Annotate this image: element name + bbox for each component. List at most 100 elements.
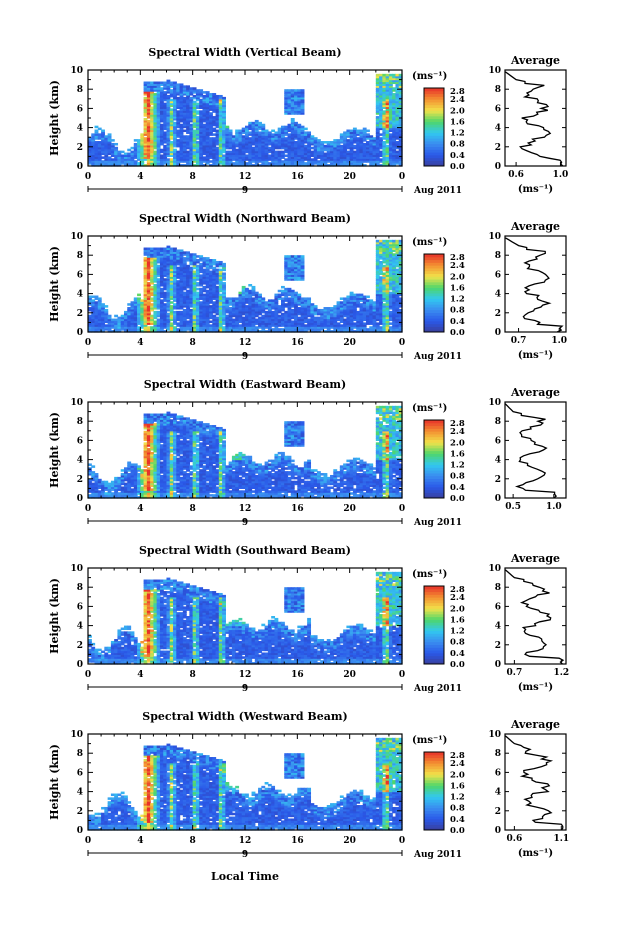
heatmap-cell [189, 131, 194, 134]
heatmap-cell [375, 108, 380, 111]
heatmap-cell [140, 137, 145, 140]
heatmap-cell [146, 104, 151, 108]
heatmap-cell [199, 162, 204, 165]
heatmap-cell [225, 310, 230, 314]
heatmap-cell [146, 299, 151, 302]
heatmap-cell [189, 303, 194, 306]
heatmap-cell [202, 322, 207, 325]
heatmap-cell [264, 158, 269, 161]
heatmap-cell [202, 144, 207, 148]
heatmap-cell [392, 121, 397, 125]
heatmap-cell [182, 262, 187, 266]
heatmap-cell [382, 106, 387, 109]
heatmap-cell [388, 121, 393, 125]
heatmap-cell [173, 91, 177, 94]
heatmap-cell [179, 144, 184, 148]
heatmap-cell [300, 91, 305, 94]
heatmap-cell [156, 89, 161, 92]
heatmap-cell [88, 299, 92, 302]
heatmap-cell [169, 118, 174, 121]
heatmap-cell [199, 118, 204, 121]
heatmap-cell [241, 137, 246, 140]
heatmap-cell [382, 137, 387, 140]
heatmap-cell [349, 131, 354, 134]
heatmap-cell [245, 135, 249, 138]
heatmap-cell [120, 156, 125, 159]
heatmap-cell [369, 141, 374, 144]
heatmap-cell [153, 119, 158, 123]
colorbar-swatch [424, 163, 444, 167]
heatmap-cell [209, 324, 213, 327]
heatmap-cell [186, 137, 190, 140]
heatmap-cell [159, 131, 164, 134]
colorbar-label: 2.8 [450, 87, 465, 97]
heatmap-cell [146, 328, 151, 331]
heatmap-cell [228, 314, 233, 318]
heatmap-cell [195, 326, 200, 329]
heatmap-cell [238, 299, 243, 302]
heatmap-cell [215, 123, 220, 127]
heatmap-cell [209, 108, 213, 111]
heatmap-cell [300, 158, 305, 161]
heatmap-cell [150, 141, 155, 144]
heatmap-cell [339, 137, 344, 140]
heatmap-cell [186, 156, 190, 159]
heatmap-cell [91, 162, 96, 165]
heatmap-cell [336, 152, 341, 156]
heatmap-cell [294, 121, 298, 125]
heatmap-cell [195, 276, 200, 279]
heatmap-cell [271, 133, 276, 136]
heatmap-cell [284, 146, 289, 150]
heatmap-cell [343, 156, 347, 159]
heatmap-cell [156, 142, 161, 146]
heatmap-cell [192, 125, 197, 129]
heatmap-cell [254, 144, 259, 148]
heatmap-cell [388, 141, 393, 144]
date-marker: 9 [242, 186, 248, 196]
heatmap-cell [199, 112, 204, 115]
heatmap-cell [143, 139, 148, 142]
heatmap-cell [287, 135, 292, 138]
heatmap-cell [173, 282, 177, 285]
heatmap-cell [97, 299, 102, 302]
heatmap-cell [91, 139, 96, 142]
heatmap-cell [146, 144, 151, 148]
heatmap-cell [294, 131, 298, 134]
heatmap-cell [333, 148, 338, 152]
heatmap-cell [192, 307, 197, 310]
heatmap-cell [215, 156, 220, 159]
heatmap-cell [238, 307, 243, 310]
heatmap-cell [375, 79, 380, 83]
heatmap-cell [303, 133, 308, 136]
heatmap-cell [153, 247, 158, 251]
heatmap-cell [202, 91, 207, 94]
heatmap-cell [264, 162, 269, 165]
heatmap-cell [176, 123, 181, 127]
heatmap-cell [222, 262, 226, 266]
heatmap-cell [186, 259, 190, 262]
heatmap-cell [336, 148, 341, 152]
heatmap-cell [385, 127, 390, 131]
heatmap-cell [264, 146, 269, 150]
heatmap-cell [107, 146, 112, 150]
heatmap-cell [385, 96, 390, 100]
heatmap-cell [169, 133, 174, 136]
heatmap-cell [137, 314, 141, 318]
heatmap-cell [169, 305, 174, 308]
heatmap-cell [280, 156, 285, 159]
heatmap-cell [192, 260, 197, 264]
heatmap-cell [186, 316, 190, 320]
heatmap-cell [284, 133, 289, 136]
heatmap-cell [169, 142, 174, 146]
heatmap-cell [228, 301, 233, 304]
heatmap-cell [323, 148, 328, 152]
heatmap-cell [123, 160, 128, 163]
heatmap-cell [88, 326, 92, 329]
heatmap-cell [166, 133, 171, 136]
heatmap-cell [277, 141, 282, 144]
heatmap-cell [241, 287, 246, 291]
heatmap-cell [205, 119, 210, 123]
heatmap-cell [156, 305, 161, 308]
heatmap-cell [163, 154, 168, 157]
heatmap-cell [166, 324, 171, 327]
